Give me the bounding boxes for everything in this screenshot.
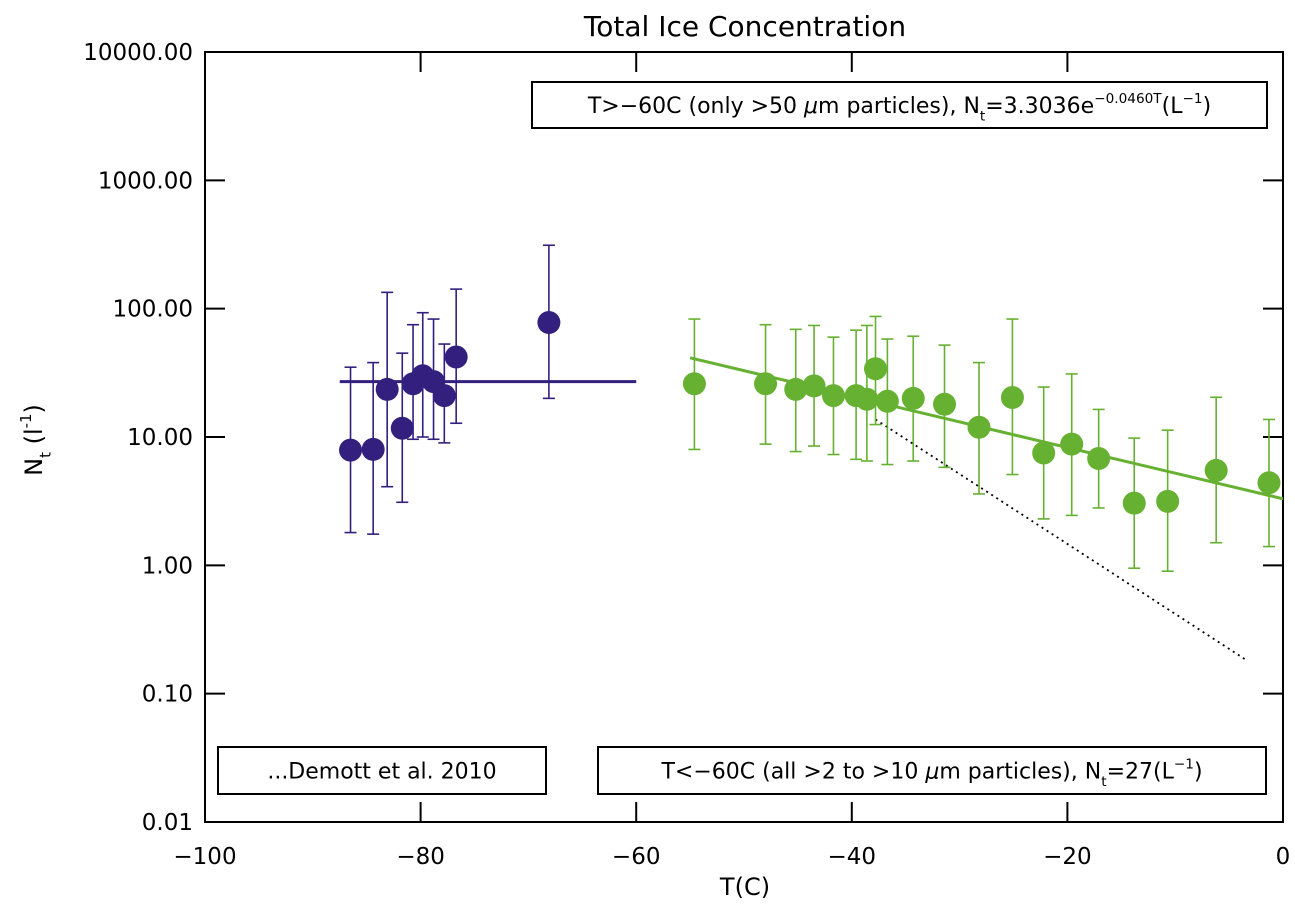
text-segment: -1 xyxy=(17,414,35,429)
text-segment: m particles), N xyxy=(939,760,1101,785)
data-point xyxy=(855,387,879,411)
data-point xyxy=(754,372,778,396)
annotation-box xyxy=(597,746,1267,795)
data-point xyxy=(1204,458,1228,482)
text-segment: ) xyxy=(1194,760,1203,785)
text-segment: t xyxy=(980,109,986,125)
data-point xyxy=(933,392,957,416)
data-point xyxy=(432,384,456,408)
x-tick-label: 0 xyxy=(1276,844,1291,870)
text-segment: −1 xyxy=(1182,91,1202,107)
text-segment: T>−60C (only >50 xyxy=(587,94,804,119)
y-tick-label: 1.00 xyxy=(142,553,193,579)
plot-frame xyxy=(204,51,1284,823)
text-segment: =3.3036e xyxy=(985,94,1094,119)
x-tick-label: −100 xyxy=(173,844,236,870)
data-point xyxy=(390,416,414,440)
text-segment: μ xyxy=(924,760,939,785)
data-point xyxy=(784,377,808,401)
data-point xyxy=(901,386,925,410)
text-segment: ) xyxy=(1203,94,1212,119)
data-point xyxy=(864,357,888,381)
text-segment: −0.0460T xyxy=(1094,91,1162,107)
data-point xyxy=(967,415,991,439)
data-point xyxy=(361,437,385,461)
y-tick-label: 0.10 xyxy=(142,682,193,708)
chart-title: Total Ice Concentration xyxy=(583,10,906,43)
data-point xyxy=(537,311,561,335)
y-tick-label: 0.01 xyxy=(142,810,193,836)
fit-line xyxy=(875,418,1246,661)
data-point xyxy=(375,377,399,401)
text-segment: ) xyxy=(20,404,48,413)
data-point xyxy=(875,389,899,413)
x-tick-label: −80 xyxy=(396,844,445,870)
annotation: T>−60C (only >50 μm particles), Nt=3.303… xyxy=(587,91,1211,125)
y-tick-label: 100.00 xyxy=(113,297,193,323)
x-tick-label: −60 xyxy=(612,844,661,870)
text-segment: μ xyxy=(803,94,818,119)
text-segment: m particles), N xyxy=(818,94,980,119)
data-point xyxy=(1156,489,1180,513)
annotation: ...Demott et al. 2010 xyxy=(267,760,496,785)
y-tick-label: 1000.00 xyxy=(98,168,193,194)
data-point xyxy=(339,438,363,462)
data-point xyxy=(1032,441,1056,465)
annotation-box xyxy=(217,746,547,795)
y-axis-label: Nt (l-1) xyxy=(17,404,54,476)
annotation-box xyxy=(531,81,1268,129)
data-point xyxy=(444,345,468,369)
data-point xyxy=(1087,446,1111,470)
data-point xyxy=(802,374,826,398)
text-segment: =27(L xyxy=(1107,760,1175,785)
data-point xyxy=(682,372,706,396)
text-segment: t xyxy=(1101,774,1107,790)
data-point xyxy=(1000,386,1024,410)
text-segment: (l xyxy=(20,428,48,452)
data-point xyxy=(1122,491,1146,515)
x-tick-label: −40 xyxy=(828,844,877,870)
text-segment: T<−60C (all >2 to >10 xyxy=(660,760,925,785)
annotation: T<−60C (all >2 to >10 μm particles), Nt=… xyxy=(660,757,1202,791)
data-point xyxy=(821,384,845,408)
text-segment: t xyxy=(36,452,54,458)
text-segment: N xyxy=(20,458,48,476)
y-tick-label: 10000.00 xyxy=(83,40,193,66)
data-point xyxy=(1060,432,1084,456)
y-tick-label: 10.00 xyxy=(127,425,193,451)
text-segment: ...Demott et al. 2010 xyxy=(267,760,496,785)
x-axis-label: T(C) xyxy=(719,873,770,901)
text-segment: (L xyxy=(1162,94,1184,119)
text-segment: −1 xyxy=(1174,757,1194,773)
data-point xyxy=(1257,471,1281,495)
x-tick-label: −20 xyxy=(1043,844,1092,870)
